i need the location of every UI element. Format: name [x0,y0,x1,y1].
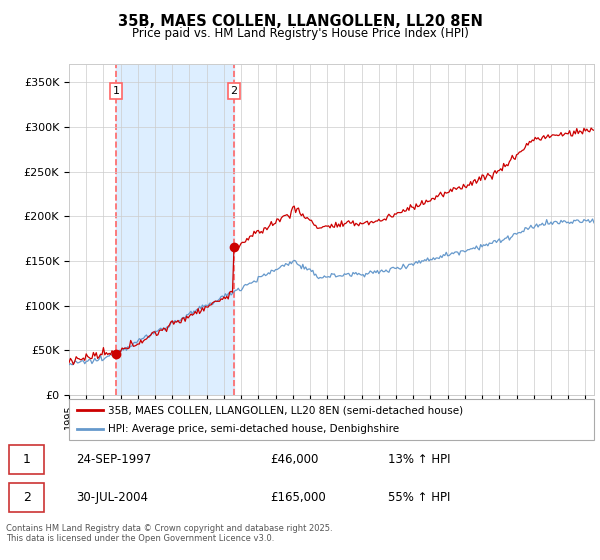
Text: 1: 1 [112,86,119,96]
Text: 35B, MAES COLLEN, LLANGOLLEN, LL20 8EN (semi-detached house): 35B, MAES COLLEN, LLANGOLLEN, LL20 8EN (… [109,405,464,415]
Text: 13% ↑ HPI: 13% ↑ HPI [388,453,451,466]
Text: 2: 2 [23,491,31,505]
FancyBboxPatch shape [9,445,44,474]
FancyBboxPatch shape [9,483,44,512]
Text: 35B, MAES COLLEN, LLANGOLLEN, LL20 8EN: 35B, MAES COLLEN, LLANGOLLEN, LL20 8EN [118,14,482,29]
Text: 1: 1 [23,453,31,466]
Text: £46,000: £46,000 [271,453,319,466]
FancyBboxPatch shape [69,399,594,440]
Text: HPI: Average price, semi-detached house, Denbighshire: HPI: Average price, semi-detached house,… [109,424,400,433]
Text: Contains HM Land Registry data © Crown copyright and database right 2025.
This d: Contains HM Land Registry data © Crown c… [6,524,332,543]
Bar [116,64,234,395]
Text: 55% ↑ HPI: 55% ↑ HPI [388,491,451,505]
Text: 24-SEP-1997: 24-SEP-1997 [77,453,152,466]
Text: £165,000: £165,000 [271,491,326,505]
Text: 2: 2 [230,86,238,96]
Text: 30-JUL-2004: 30-JUL-2004 [77,491,149,505]
Text: Price paid vs. HM Land Registry's House Price Index (HPI): Price paid vs. HM Land Registry's House … [131,27,469,40]
